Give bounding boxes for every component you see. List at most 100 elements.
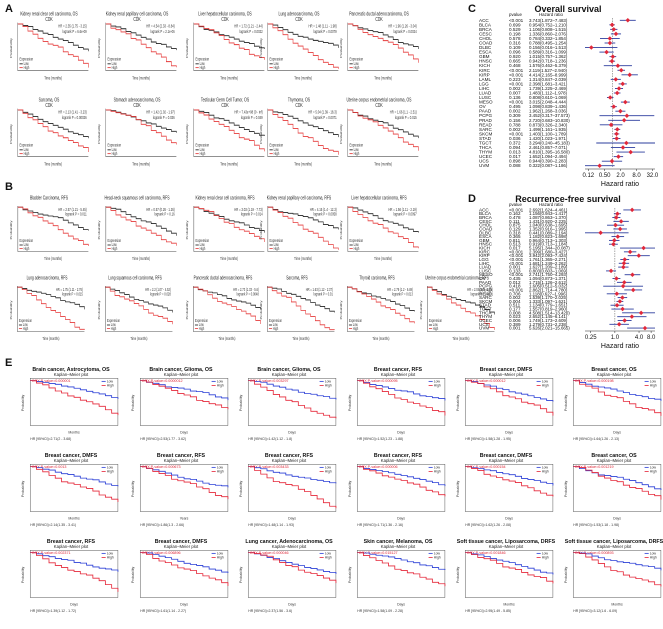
km-ylabel: Probability [340, 220, 343, 239]
forest-row-pvalue: 0.511 [509, 303, 521, 308]
forest-row-name: LIHC [479, 86, 490, 91]
forest-point [611, 27, 617, 32]
forest-row-name: ESCA [479, 234, 492, 239]
forest-tick-label: 0.50 [599, 173, 611, 179]
km-title: Breast cancer, DMFS [45, 453, 98, 459]
forest-row-hr-text: 1.557(0.819–2.960) [529, 307, 568, 312]
km-hr: HR = 4.54 (2.33 - 8.84) [146, 24, 174, 29]
km-curve-low [357, 379, 446, 401]
forest-row-name: BRCA [479, 27, 493, 32]
km-title: Kidney renal clear cell carcinoma, RFS [195, 195, 254, 201]
km-hr: HR [95%CI]=2.53(1.77 - 3.62) [140, 437, 186, 441]
km-legend-high: High [112, 151, 118, 156]
km-ylabel: Probability [21, 481, 25, 498]
forest-row-hr-text: 1.352(0.916–1.995) [529, 226, 568, 231]
km-ylabel: Probability [186, 300, 189, 319]
forest-point [628, 149, 633, 155]
km-hr: HR [95%CI]=3.12(1.6 - 6.09) [573, 609, 617, 613]
forest-row-hr-text: 0.589(0.316–1.099) [529, 50, 568, 55]
km-legend-low: Low [650, 465, 657, 469]
forest-row-hr-text: 1.279(0.731–2.238) [529, 322, 568, 327]
km-plot-svg: Bladder Carcinoma, RFS Probability Time (m… [10, 195, 89, 261]
forest-row-hr-text: 0.322(0.087–1.186) [529, 163, 568, 168]
forest-point [620, 145, 626, 150]
km-curve-low [573, 465, 662, 490]
km-axes [105, 206, 177, 252]
km-ylabel: Probability [10, 220, 13, 239]
km-xlabel: Time (months) [452, 336, 469, 341]
forest-row-hr-text: 0.954(0.752–1.210) [529, 22, 568, 27]
forest-row-hr-text: 2.720(0.683–10.830) [529, 118, 570, 123]
forest-row: CHOL 0.578 0.784(0.332–1.854) [479, 36, 620, 41]
km-subtitle: Kaplan–Meier plot [164, 458, 199, 463]
km-legend-low: Low [217, 551, 224, 555]
forest-row-pvalue: 0.017 [509, 154, 521, 159]
km-xlabel: Time (months) [132, 162, 150, 167]
km-cox-p: COX P-value=0.000154 [467, 465, 506, 469]
forest-row-pvalue: 0.177 [509, 307, 521, 312]
km-curve-high [193, 286, 261, 324]
forest-row-name: ACC [479, 207, 489, 212]
km-logrank: logrank P = 0.013 [392, 292, 413, 297]
km-title: Thymoma, OS [288, 97, 310, 103]
forest-row-hr-text: 5.626(2.021–15.665) [529, 326, 570, 331]
forest-tick-label: 2.0 [616, 173, 625, 179]
km-legend-title: Expression [19, 57, 33, 62]
forest-row-name: UCEC [479, 154, 493, 159]
forest-tick-label: 1.0 [611, 335, 620, 341]
forest-point [611, 238, 617, 243]
km-subtitle: Kaplan–Meier plot [164, 544, 199, 549]
forest-row-name: BLCA [479, 22, 492, 27]
km-logrank: logrank P = 0.028 [150, 292, 171, 297]
forest-point [616, 86, 622, 91]
km-legend-title: Expression [269, 57, 283, 62]
km-logrank: logrank P = 2.1e-06 [150, 29, 174, 34]
km-curve-low [267, 286, 335, 313]
km-curve-low [427, 286, 495, 315]
km-cox-p: COX P-value=0.000006 [359, 465, 398, 469]
km-ylabel: Probability [131, 481, 135, 498]
km-subtitle: Kaplan–Meier plot [597, 372, 632, 377]
km-title: Liver hepatocellular carcinoma, RFS [351, 195, 406, 201]
forest-point [607, 36, 613, 41]
km-title: Liver hepatocellular carcinoma, OS [198, 11, 251, 17]
km-curve-high [357, 465, 446, 497]
forest-row-hr-text: 3.294(0.240–45.183) [529, 141, 570, 146]
km-curve-high [573, 465, 662, 500]
km-legend-low: Low [112, 62, 117, 67]
forest-row-hr-text: 5.195(1.344–20.087) [529, 246, 570, 251]
forest-row-pvalue: <0.001 [509, 68, 524, 73]
forest-row-hr-text: 1.314(0.847–2.039) [529, 77, 568, 82]
forest-row-name: ESCA [479, 50, 492, 55]
km-curve-high [267, 286, 335, 331]
km-ylabel: Probability [239, 481, 243, 498]
forest-row-hr-text: 1.715(1.126–2.612) [529, 280, 568, 285]
forest-header-pvalue: pvalue [509, 12, 522, 17]
km-subtitle: CDK [133, 16, 140, 22]
km-logrank: logrank P = 0.16 [154, 212, 174, 217]
km-legend-title: Expression [107, 238, 121, 243]
km-legend-low: Low [354, 62, 359, 67]
forest-row-pvalue: 0.096 [509, 50, 521, 55]
km-legend-title: Expression [429, 318, 442, 323]
km-logrank: logrank P = 0.015 [62, 292, 83, 297]
km-xlabel: Days [505, 517, 513, 521]
forest-row-hr-text: 1.749(1.173–2.609) [529, 318, 568, 323]
km-hr: HR [95%CI]=1.53(1.18 - 1.98) [573, 523, 619, 527]
km-title: Testicular Germ Cell Tumor, OS [201, 97, 249, 103]
km-curve-low [17, 206, 89, 231]
km-legend-high: High [325, 469, 332, 473]
forest-title: Recurrence-free survival [515, 194, 621, 204]
km-curve-high [347, 23, 419, 63]
forest-row-pvalue: 0.004 [509, 299, 521, 304]
km-legend-title: Expression [195, 57, 209, 62]
km-legend-low: Low [274, 148, 279, 153]
forest-row-hr-text: 3.942(2.093–7.424) [529, 253, 568, 258]
forest-row-pvalue: <0.001 [509, 207, 524, 212]
forest-row-name: CESC [479, 219, 492, 224]
km-legend-low: Low [274, 62, 279, 67]
forest-row-name: DLBC [479, 230, 492, 235]
